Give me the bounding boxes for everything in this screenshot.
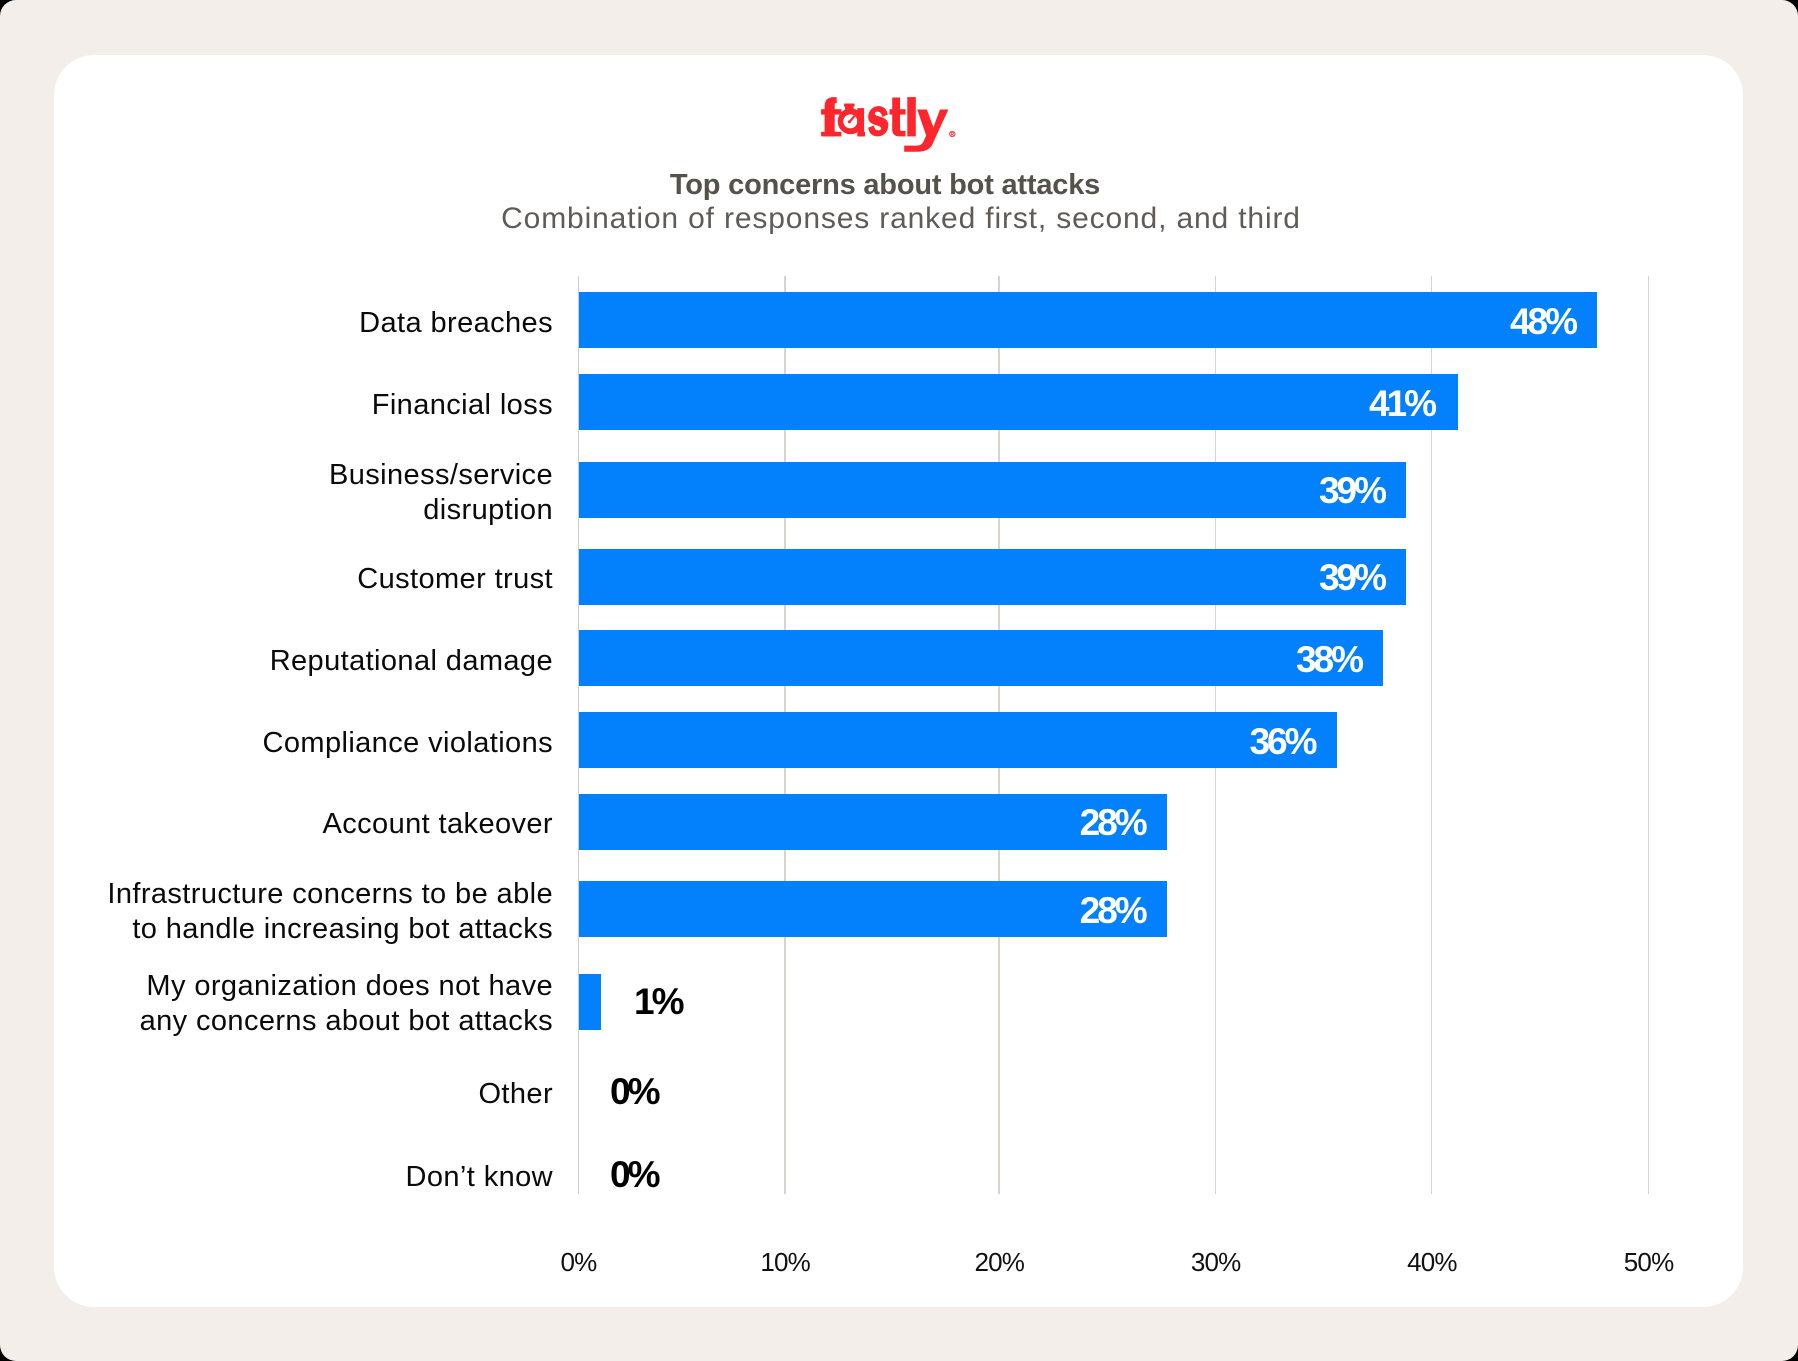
svg-text:R: R xyxy=(950,132,954,138)
